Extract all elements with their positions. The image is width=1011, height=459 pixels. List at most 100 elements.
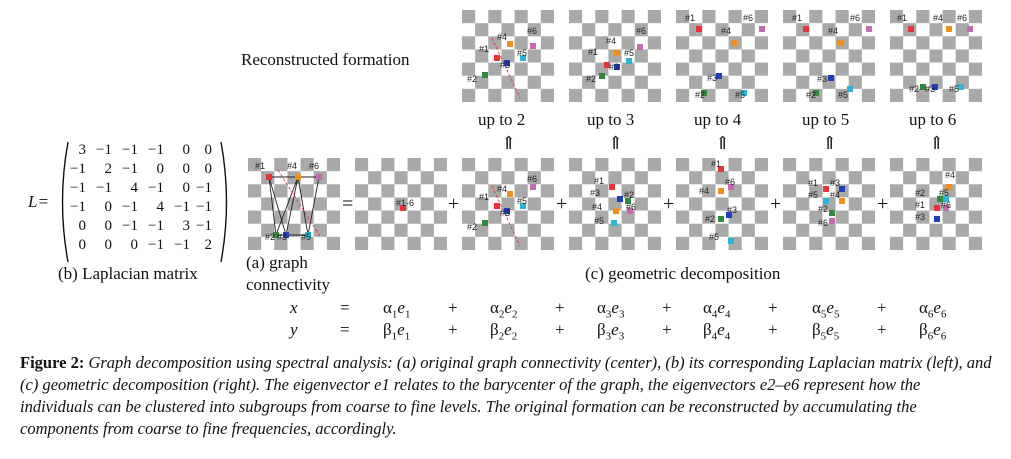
component-panel-1: #1-6 (355, 158, 447, 250)
matrix-cell: 0 (182, 180, 191, 196)
plus-sign: + (448, 320, 458, 339)
node-label: #6 (636, 26, 646, 36)
matrix-cell: −1 (70, 180, 86, 196)
graph-edge (297, 176, 309, 236)
reconstruction-panel-6: #1 #4 #6 #2 #3 #5 (890, 10, 982, 102)
equation-term: β2e2 (490, 320, 518, 343)
plus-sign: + (877, 193, 889, 215)
node-label: #4 (606, 36, 616, 46)
matrix-cell: −1 (70, 161, 86, 177)
node-marker (295, 174, 301, 180)
node-marker (759, 26, 765, 32)
node-marker (316, 174, 322, 180)
node-label: #4 (592, 202, 602, 212)
matrix-cell: −1 (122, 199, 138, 215)
plus-sign: + (662, 298, 672, 317)
node-label: #5 (735, 90, 745, 100)
node-marker (718, 166, 724, 172)
laplacian-symbol: L= (28, 192, 49, 211)
checkerboard (890, 158, 982, 250)
node-marker (920, 84, 926, 90)
upto-label-2: up to 2 (478, 110, 526, 129)
matrix-cell: −1 (122, 142, 138, 158)
node-label: #6 (527, 26, 537, 36)
node-marker (813, 90, 819, 96)
partition-line (491, 185, 521, 247)
matrix-cell: 4 (130, 180, 139, 196)
eq-y-lhs: y (290, 320, 298, 339)
matrix-cell: 3 (182, 218, 191, 234)
node-marker (305, 232, 311, 238)
checkerboard (462, 10, 554, 102)
checkerboard (676, 10, 768, 102)
node-label: #2 (705, 214, 715, 224)
node-label: #3 (707, 73, 717, 83)
node-marker (504, 60, 510, 66)
node-marker (609, 184, 615, 190)
node-label: #3 (590, 188, 600, 198)
equation-term: β3e3 (597, 320, 625, 343)
node-marker (946, 26, 952, 32)
graph-edge (275, 176, 299, 236)
node-marker (741, 90, 747, 96)
node-marker (967, 26, 973, 32)
node-marker (718, 216, 724, 222)
plus-sign: + (768, 298, 778, 317)
node-label: #6 (527, 174, 537, 184)
node-marker (932, 84, 938, 90)
node-label: #5 (838, 90, 848, 100)
formation-nodes: #1-6 (396, 198, 414, 211)
node-marker (266, 174, 272, 180)
component-panel-3: #3 #2 #4 #6 #1 #5 (569, 158, 661, 250)
graph-connectivity-panel: #1 #4 #6 #2 #3 #5 (248, 158, 340, 250)
upto-label-5: up to 5 (802, 110, 850, 129)
upto-label-6: up to 6 (909, 110, 957, 129)
node-label: #1 (897, 13, 907, 23)
node-marker (847, 86, 853, 92)
node-label: #4 (497, 32, 507, 42)
matrix-cell: −1 (96, 142, 112, 158)
node-label: #6 (850, 13, 860, 23)
node-marker (611, 220, 617, 226)
node-label: #5 (709, 232, 719, 242)
node-label: #4 (497, 184, 507, 194)
node-marker (728, 184, 734, 190)
plus-sign: + (768, 320, 778, 339)
checkerboard (676, 158, 768, 250)
up-arrow-icon: ⇑ (929, 133, 945, 153)
node-marker (718, 188, 724, 194)
node-marker (520, 55, 526, 61)
checkerboard (569, 158, 661, 250)
node-marker (604, 62, 610, 68)
node-marker (613, 208, 619, 214)
node-label: #3 (500, 208, 510, 218)
matrix-cell: 0 (156, 161, 165, 177)
node-label: #3 (277, 232, 287, 242)
node-label: #1 (479, 192, 489, 202)
eq-x-lhs: x (290, 298, 298, 317)
node-label: #2 (467, 222, 477, 232)
node-label: #1 (915, 200, 925, 210)
equation-term: α6e6 (919, 298, 947, 321)
reconstruction-panel-2: #4 #1 #3 #5 #6 #2 (462, 10, 554, 102)
node-label: #3 (609, 62, 619, 72)
plus-sign: + (556, 193, 568, 215)
formation-nodes: #1 #6 #4 #3#2 #5 (685, 13, 765, 100)
node-marker (958, 84, 964, 90)
node-marker (400, 205, 406, 211)
node-marker (507, 41, 513, 47)
node-marker (494, 203, 500, 209)
node-label: #3 (500, 60, 510, 70)
checkerboard (783, 10, 875, 102)
node-label: #2 (467, 74, 477, 84)
reconstruction-panel-3: #4 #6 #1 #3 #5 #2 (569, 10, 661, 102)
figure-caption-text: Graph decomposition using spectral analy… (20, 353, 992, 438)
formation-nodes: #1 #6 #4 #3#2 #5 (792, 13, 872, 100)
node-marker (614, 50, 620, 56)
node-marker (716, 73, 722, 79)
matrix-cell: 0 (104, 199, 113, 215)
node-label: #4 (830, 190, 840, 200)
node-marker (839, 186, 845, 192)
node-label: #6 (309, 161, 319, 171)
matrix-cell: −1 (174, 199, 190, 215)
